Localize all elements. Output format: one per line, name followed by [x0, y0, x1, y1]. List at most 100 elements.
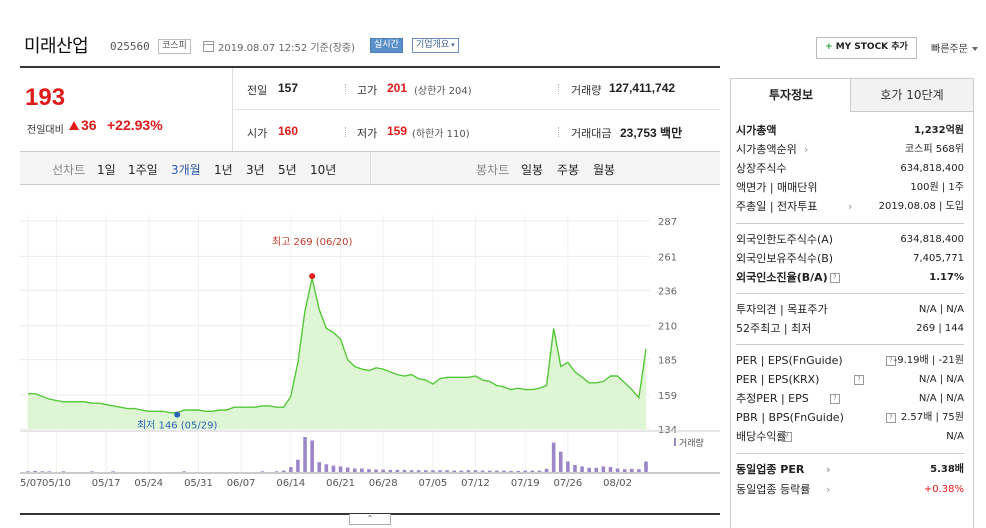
volume-label: 거래량: [571, 84, 602, 97]
price-area: [28, 278, 646, 429]
invest-info-row: 시가총액 1,232억원: [736, 123, 964, 139]
tab-10years[interactable]: 10년: [310, 163, 337, 177]
tab-5years[interactable]: 5년: [278, 163, 297, 177]
invest-info-row: 동일업종 등락률 › +0.38%: [736, 482, 964, 498]
up-arrow-icon: [69, 121, 79, 130]
y-tick-label: 287: [658, 217, 677, 228]
volume-bar: [537, 470, 542, 472]
volume-bar: [608, 467, 613, 472]
x-tick-label: 05/31: [184, 478, 213, 489]
volume-bar: [416, 470, 421, 472]
invest-info-row: PER | EPS(KRX)? N/A | N/A: [736, 372, 964, 388]
as-of-time: 2019.08.07 12:52 기준(장중): [218, 43, 356, 54]
invest-info-label: 상장주식수: [736, 162, 787, 175]
volume-bar: [47, 471, 52, 472]
volume-bar: [338, 466, 343, 472]
volume-bar: [381, 469, 385, 472]
help-icon[interactable]: ?: [830, 273, 840, 283]
dotted-divider: [345, 127, 347, 137]
invest-info-value: 코스피 568위: [904, 144, 964, 155]
x-tick-label: 06/28: [369, 478, 398, 489]
volume-bar: [594, 467, 599, 472]
panel-divider: [736, 223, 964, 224]
company-overview-dropdown[interactable]: 기업개요 ▾: [412, 38, 459, 53]
invest-info-value: 7,405,771: [913, 253, 964, 264]
calendar-icon: [203, 41, 214, 52]
high-label: 최고 269 (06/20): [272, 236, 353, 248]
volume-bar: [345, 467, 350, 472]
x-tick-label: 06/21: [326, 478, 355, 489]
stock-name: 미래산업: [24, 36, 89, 57]
x-tick-label: 05/07: [20, 478, 42, 489]
y-tick-label: 210: [658, 322, 677, 333]
help-icon[interactable]: ?: [854, 375, 864, 385]
low-marker: [174, 411, 181, 418]
tab-1week[interactable]: 1주일: [128, 163, 158, 177]
x-tick-label: 07/12: [461, 478, 490, 489]
volume-bar: [90, 471, 94, 472]
tab-weekly-candle[interactable]: 주봉: [557, 163, 580, 177]
volume-bar: [395, 469, 400, 472]
tab-1day[interactable]: 1일: [97, 163, 116, 177]
volume-bar: [260, 471, 265, 472]
tab-monthly-candle[interactable]: 월봉: [593, 163, 616, 177]
x-tick-label: 07/26: [553, 478, 582, 489]
volume-bar: [615, 468, 620, 472]
help-icon[interactable]: ?: [830, 394, 840, 404]
invest-info-panel: [730, 110, 974, 528]
volume-bar: [487, 470, 492, 472]
realtime-button[interactable]: 실시간: [370, 38, 403, 53]
chevron-right-icon[interactable]: ›: [826, 463, 831, 476]
prev-close-value: 157: [278, 81, 299, 95]
line-chart-label: 선차트: [52, 163, 86, 177]
x-tick-label: 06/14: [276, 478, 305, 489]
volume-bar: [473, 470, 478, 472]
invest-info-row: 52주최고 | 최저 269 | 144: [736, 321, 964, 337]
invest-info-label: 외국인한도주식수(A): [736, 233, 834, 246]
volume-bar: [629, 468, 634, 472]
chevron-right-icon[interactable]: ›: [804, 143, 809, 156]
volume-bar: [530, 470, 535, 472]
volume-bar: [644, 461, 648, 472]
volume-bar: [452, 470, 457, 472]
invest-info-row: 배당수익률? N/A: [736, 429, 964, 445]
low-label: 최저 146 (05/29): [137, 420, 218, 432]
volume-bar: [480, 470, 485, 472]
volume-bar: [438, 470, 442, 472]
lower-limit: (하한가 110): [412, 129, 470, 140]
open-value: 160: [278, 124, 299, 138]
help-icon[interactable]: ?: [886, 356, 896, 366]
summary-bottom-divider: [20, 151, 720, 152]
quick-order-dropdown[interactable]: 빠른주문: [931, 40, 978, 55]
chevron-right-icon[interactable]: ›: [826, 483, 831, 496]
x-tick-label: 07/05: [418, 478, 447, 489]
tab-3years[interactable]: 3년: [246, 163, 265, 177]
volume-bar: [281, 470, 286, 472]
volume-bar: [495, 470, 499, 472]
tab-3months[interactable]: 3개월: [171, 163, 201, 177]
invest-info-value: N/A: [946, 431, 964, 442]
tab-invest-info[interactable]: 투자정보: [730, 78, 852, 111]
invest-info-value: 634,818,400: [900, 234, 964, 245]
volume-bar: [182, 471, 187, 472]
tab-daily-candle[interactable]: 일봉: [521, 163, 544, 177]
my-stock-add-button[interactable]: + MY STOCK 추가: [816, 37, 917, 59]
invest-info-value: 1,232억원: [913, 125, 964, 136]
tab-divider: [370, 152, 371, 184]
current-price: 193: [25, 84, 66, 111]
chevron-right-icon[interactable]: ›: [848, 200, 853, 213]
tab-quote-10[interactable]: 호가 10단계: [850, 78, 974, 112]
invest-info-label: 주총일 | 전자투표: [736, 200, 818, 213]
dotted-divider: [558, 84, 560, 94]
collapse-chart-button[interactable]: ⌃: [349, 514, 391, 525]
volume-bar: [324, 464, 329, 472]
volume-bar: [303, 437, 307, 472]
help-icon[interactable]: ?: [782, 432, 792, 442]
tab-1year[interactable]: 1년: [214, 163, 233, 177]
volume-bar: [622, 469, 627, 472]
help-icon[interactable]: ?: [886, 413, 896, 423]
summary-divider: [232, 68, 233, 152]
volume-bar: [33, 470, 37, 472]
invest-info-value: 2019.08.08 | 도입: [878, 201, 964, 212]
